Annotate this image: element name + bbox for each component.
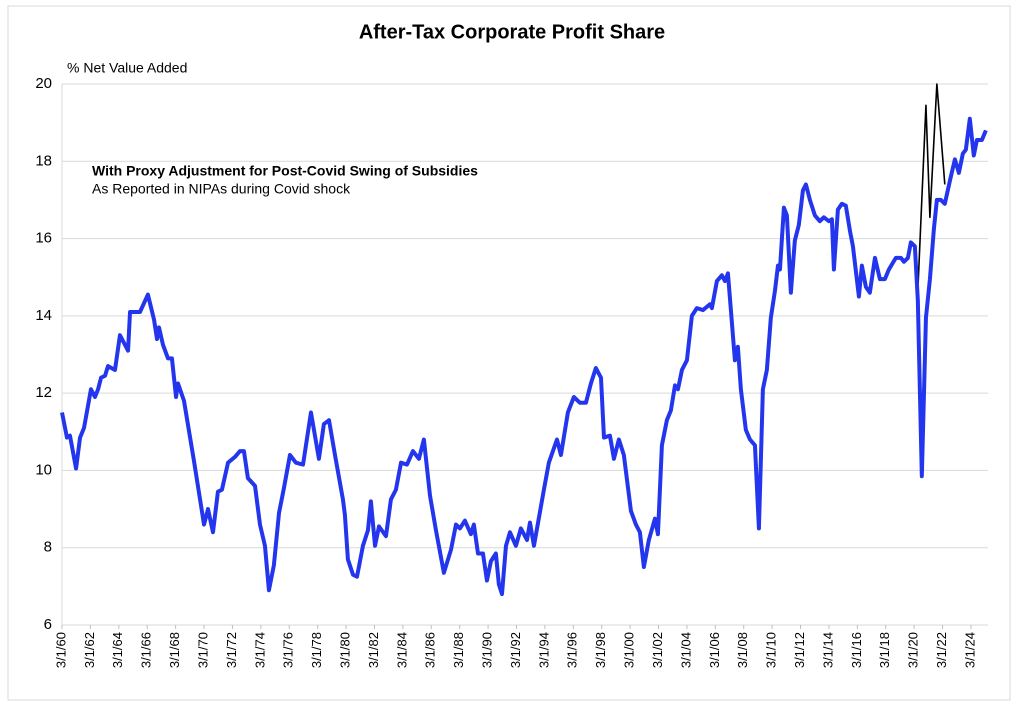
y-tick-label: 20: [35, 75, 52, 92]
x-tick-label: 3/1/06: [707, 632, 722, 668]
x-tick-label: 3/1/64: [110, 632, 125, 668]
x-tick-label: 3/1/00: [622, 632, 637, 668]
x-tick-label: 3/1/62: [82, 632, 97, 668]
x-tick-label: 3/1/72: [224, 632, 239, 668]
x-tick-label: 3/1/70: [195, 632, 210, 668]
x-tick-label: 3/1/90: [480, 632, 495, 668]
x-tick-label: 3/1/60: [53, 632, 68, 668]
y-tick-label: 12: [35, 384, 52, 401]
x-tick-label: 3/1/66: [139, 632, 154, 668]
data-line: [917, 83, 946, 291]
x-tick-label: 3/1/98: [593, 632, 608, 668]
x-tick-label: 3/1/88: [451, 632, 466, 668]
chart-title: After-Tax Corporate Profit Share: [359, 21, 665, 43]
x-tick-label: 3/1/82: [366, 632, 381, 668]
legend-entry: With Proxy Adjustment for Post-Covid Swi…: [92, 163, 478, 179]
x-tick-label: 3/1/16: [849, 632, 864, 668]
x-tick-label: 3/1/18: [877, 632, 892, 668]
x-tick-label: 3/1/94: [536, 632, 551, 668]
x-tick-label: 3/1/84: [394, 632, 409, 668]
x-tick-label: 3/1/22: [934, 632, 949, 668]
x-tick-label: 3/1/20: [906, 632, 921, 668]
x-tick-label: 3/1/80: [337, 632, 352, 668]
x-tick-label: 3/1/04: [678, 632, 693, 668]
y-axis-label: % Net Value Added: [67, 60, 187, 76]
y-tick-label: 10: [35, 461, 52, 478]
y-tick-label: 8: [44, 539, 52, 556]
y-tick-label: 18: [35, 152, 52, 169]
x-tick-label: 3/1/12: [792, 632, 807, 668]
x-tick-label: 3/1/24: [962, 632, 977, 668]
x-tick-label: 3/1/68: [167, 632, 182, 668]
chart-frame: [7, 5, 1011, 701]
x-tick-label: 3/1/78: [309, 632, 324, 668]
y-tick-label: 14: [35, 307, 52, 324]
x-tick-label: 3/1/92: [508, 632, 523, 668]
y-tick-label: 16: [35, 230, 52, 247]
x-tick-label: 3/1/02: [650, 632, 665, 668]
x-tick-label: 3/1/10: [764, 632, 779, 668]
x-tick-label: 3/1/76: [281, 632, 296, 668]
legend-entry: As Reported in NIPAs during Covid shock: [92, 181, 351, 197]
x-tick-label: 3/1/14: [820, 632, 835, 668]
x-tick-label: 3/1/96: [565, 632, 580, 668]
y-tick-label: 6: [44, 616, 52, 633]
x-tick-label: 3/1/86: [423, 632, 438, 668]
data-line: [60, 116, 988, 597]
x-tick-label: 3/1/74: [252, 632, 267, 668]
x-tick-label: 3/1/08: [735, 632, 750, 668]
